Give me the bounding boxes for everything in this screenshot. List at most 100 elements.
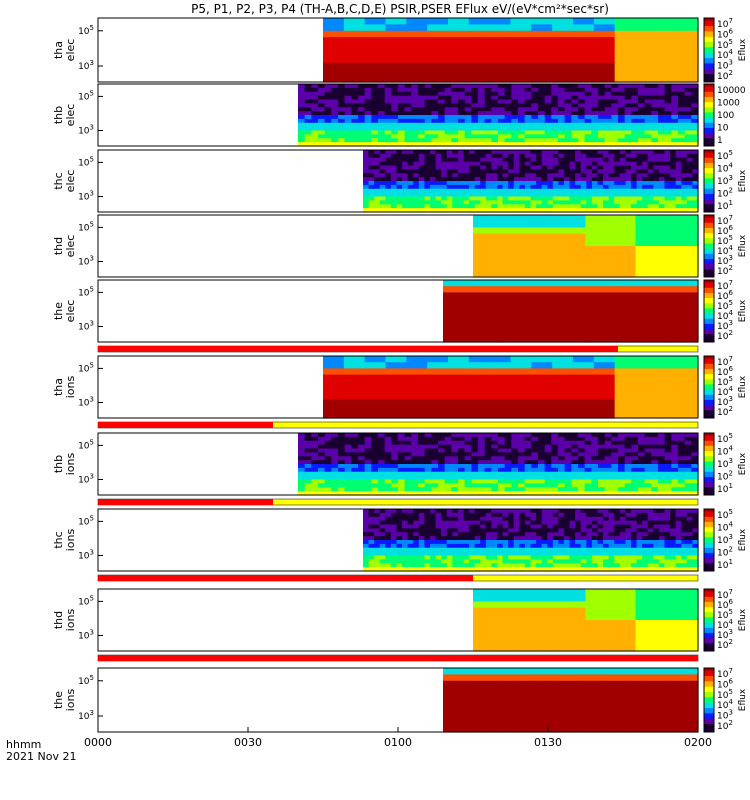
spectrogram-cell (544, 122, 552, 128)
spectrogram-cell (564, 184, 571, 190)
spectrogram-cell (374, 547, 381, 553)
spectrogram-cell (396, 200, 403, 205)
spectrogram-cell (457, 528, 465, 533)
spectrogram-cell (586, 567, 593, 572)
spectrogram-cell (491, 524, 498, 529)
spectrogram-cell (406, 380, 428, 388)
spectrogram-cell (385, 524, 392, 529)
spectrogram-cell (538, 475, 546, 481)
spectrogram-cell (675, 563, 682, 568)
spectrogram-cell (556, 304, 572, 312)
spectrogram-cell (608, 192, 615, 198)
spectrogram-cell (542, 292, 557, 300)
spectrogram-cell (510, 601, 524, 609)
spectrogram-cell (519, 200, 526, 205)
spectrogram-cell (597, 200, 604, 205)
spectrogram-cell (451, 95, 459, 101)
spectrogram-cell (511, 142, 519, 147)
spectrogram-cell (647, 520, 654, 526)
spectrogram-cell (584, 130, 592, 135)
spectrogram-cell (406, 69, 428, 77)
spectrogram-cell (358, 456, 366, 461)
spectrogram-cell (304, 464, 312, 469)
spectrogram-cell (580, 204, 587, 209)
spectrogram-cell (378, 456, 386, 461)
spectrogram-cell (681, 516, 688, 522)
spectrogram-cell (558, 479, 566, 484)
spectrogram-cell (385, 520, 392, 526)
spectrogram-cell (396, 543, 403, 549)
spectrogram-cell (451, 483, 459, 488)
spectrogram-cell (681, 563, 688, 568)
spectrogram-cell (670, 563, 677, 568)
spectrogram-cell (385, 69, 407, 77)
spectrogram-cell (471, 87, 479, 93)
spectrogram-cell (619, 200, 627, 205)
spectrogram-cell (535, 258, 549, 266)
spectrogram-cell (427, 380, 449, 388)
spectrogram-cell (411, 444, 419, 450)
spectrogram-cell (378, 452, 386, 457)
spectrogram-cell (364, 50, 387, 57)
spectrogram-cell (535, 620, 549, 627)
spectrogram-cell (418, 111, 426, 116)
spectrogram-cell (603, 150, 610, 155)
spectrogram-cell (591, 169, 599, 174)
spectrogram-cell (468, 387, 491, 394)
spectrogram-cell (374, 177, 381, 182)
spectrogram-cell (504, 475, 512, 481)
spectrogram-cell (473, 589, 487, 596)
colorbar-swatch (704, 389, 714, 393)
spectrogram-cell (608, 532, 615, 537)
panel-frame (97, 214, 699, 278)
spectrogram-cell (598, 595, 612, 602)
spectrogram-cell (424, 204, 431, 209)
spectrogram-cell (631, 567, 638, 572)
spectrogram-cell (391, 142, 399, 147)
spectrogram-cell (584, 475, 592, 481)
spectrogram-cell (631, 142, 639, 147)
spectrogram-cell (641, 317, 657, 324)
spectrogram-cell (683, 286, 699, 293)
colorbar-label: Eflux (738, 234, 748, 257)
spectrogram-cell (586, 516, 593, 522)
spectrogram-cell (471, 298, 487, 306)
spectrogram-cell (379, 177, 386, 182)
spectrogram-cell (591, 84, 599, 89)
spectrogram-cell (638, 483, 646, 488)
spectrogram-cell (569, 173, 576, 178)
spectrogram-cell (531, 126, 539, 132)
spectrogram-cell (424, 208, 431, 213)
spectrogram-cell (651, 87, 659, 93)
spectrogram-cell (469, 173, 476, 178)
spectrogram-cell (368, 520, 375, 526)
spectrogram-cell (452, 567, 459, 572)
y-tick-label: 103 (78, 473, 94, 486)
spectrogram-cell (598, 467, 606, 473)
spectrogram-cell (498, 264, 512, 272)
spectrogram-cell (343, 362, 366, 369)
spectrogram-cell (458, 107, 466, 112)
spectrogram-cell (531, 18, 553, 25)
spectrogram-cell (502, 536, 509, 541)
spectrogram-cell (541, 516, 548, 522)
spectrogram-cell (518, 448, 526, 453)
spectrogram-cell (681, 567, 688, 572)
spectrogram-cell (385, 356, 407, 363)
spectrogram-cell (344, 452, 352, 457)
spectrogram-cell (441, 567, 448, 572)
spectrogram-cell (691, 456, 699, 461)
spectrogram-cell (452, 509, 459, 514)
spectrogram-cell (518, 95, 526, 101)
spectrogram-cell (411, 491, 419, 496)
spectrogram-cell (473, 626, 487, 633)
spectrogram-cell (448, 356, 470, 363)
spectrogram-cell (311, 491, 319, 496)
spectrogram-cell (484, 433, 492, 438)
spectrogram-cell (597, 150, 604, 155)
colorbar-swatch (704, 86, 714, 90)
spectrogram-cell (681, 208, 688, 213)
spectrogram-cell (324, 479, 332, 484)
spectrogram-cell (510, 37, 532, 45)
spectrogram-cell (499, 311, 515, 318)
